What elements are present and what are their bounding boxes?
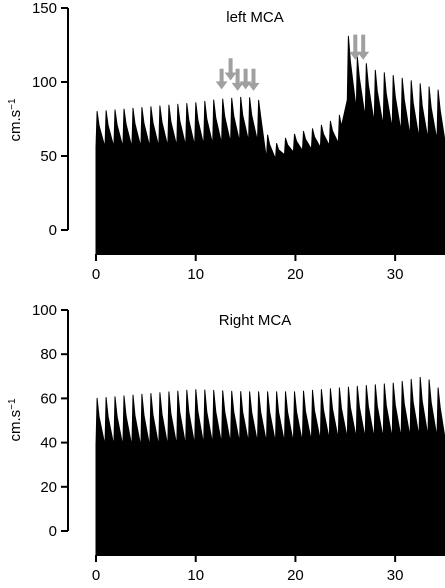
right-mca-y-tick-label: 100	[32, 302, 57, 319]
down-arrow-icon	[247, 68, 260, 91]
right-mca-ylabel-unit: cm.s	[7, 410, 24, 442]
down-arrow-icon	[231, 68, 244, 91]
left-mca-x-tick-label: 20	[287, 266, 304, 283]
left-mca-title: left MCA	[226, 9, 284, 26]
right-mca-panel: Right MCA cm.s−1 0 20 40 60 80 100 0 10 20 30	[7, 302, 445, 584]
right-mca-x-tick-label: 30	[387, 567, 404, 584]
left-mca-x-tick-label: 10	[187, 266, 204, 283]
right-mca-ylabel: cm.s−1	[7, 398, 25, 442]
right-mca-waveform	[95, 376, 445, 556]
right-mca-y-tick-label: 0	[49, 523, 57, 540]
right-mca-y-tick-label: 40	[40, 435, 57, 452]
left-mca-ylabel-unit: cm.s	[7, 110, 24, 142]
left-mca-x-tick-label: 0	[92, 266, 100, 283]
right-mca-x-tick-label: 0	[92, 567, 100, 584]
left-mca-panel: left MCA cm.s−1 0 50 100 150 0 10 20 30	[7, 0, 445, 283]
down-arrow-icon	[357, 34, 370, 60]
down-arrow-icon	[215, 68, 228, 90]
left-mca-y-tick-label: 150	[32, 0, 57, 17]
left-mca-y-tick-label: 0	[49, 222, 57, 239]
left-mca-ylabel-sup: −1	[7, 98, 18, 110]
down-arrow-icon	[239, 68, 252, 90]
down-arrow-icon	[349, 34, 362, 60]
left-mca-y-tick-label: 100	[32, 74, 57, 91]
right-mca-y-tick-label: 20	[40, 479, 57, 496]
left-mca-waveform	[95, 35, 445, 255]
right-mca-title: Right MCA	[219, 312, 292, 329]
right-mca-y-tick-label: 80	[40, 346, 57, 363]
left-mca-y-tick-label: 50	[40, 148, 57, 165]
down-arrow-icon	[224, 58, 237, 81]
left-mca-x-tick-label: 30	[387, 266, 404, 283]
right-mca-y-tick-label: 60	[40, 390, 57, 407]
right-mca-x-tick-label: 20	[287, 567, 304, 584]
right-mca-x-tick-label: 10	[187, 567, 204, 584]
right-mca-ylabel-sup: −1	[7, 398, 18, 410]
left-mca-ylabel: cm.s−1	[7, 98, 25, 142]
